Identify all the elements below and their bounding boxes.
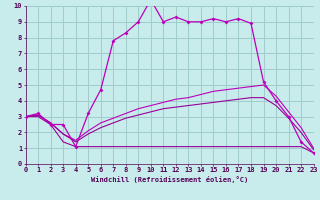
X-axis label: Windchill (Refroidissement éolien,°C): Windchill (Refroidissement éolien,°C) xyxy=(91,176,248,183)
